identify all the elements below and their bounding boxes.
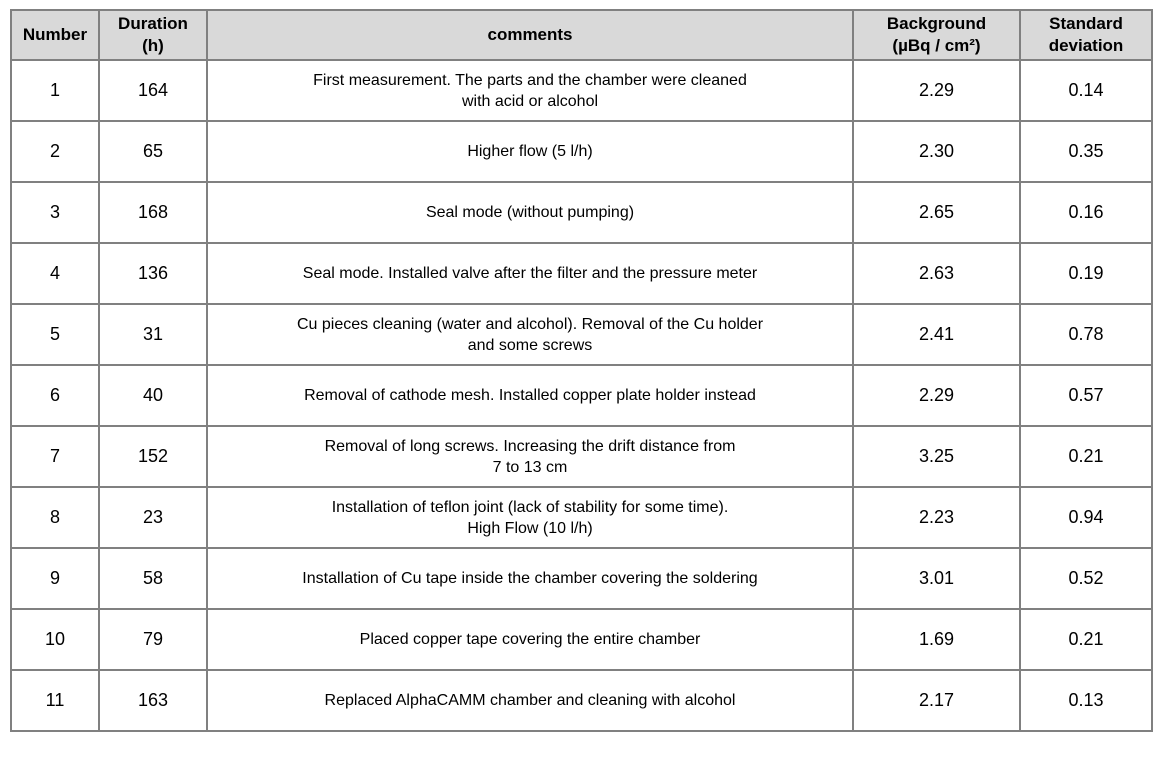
- cell-duration: 23: [98, 486, 208, 549]
- cell-background: 1.69: [852, 608, 1021, 671]
- table-row: 8 23 Installation of teflon joint (lack …: [10, 486, 1153, 549]
- cell-comment: Cu pieces cleaning (water and alcohol). …: [206, 303, 854, 366]
- cell-standard-deviation: 0.19: [1019, 242, 1153, 305]
- table-row: 6 40 Removal of cathode mesh. Installed …: [10, 364, 1153, 427]
- cell-duration: 79: [98, 608, 208, 671]
- cell-comment: Seal mode (without pumping): [206, 181, 854, 244]
- cell-number: 10: [10, 608, 100, 671]
- cell-duration: 164: [98, 59, 208, 122]
- cell-duration: 152: [98, 425, 208, 488]
- cell-standard-deviation: 0.78: [1019, 303, 1153, 366]
- cell-comment: Replaced AlphaCAMM chamber and cleaning …: [206, 669, 854, 732]
- column-header-comments: comments: [206, 9, 854, 61]
- cell-duration: 40: [98, 364, 208, 427]
- cell-number: 4: [10, 242, 100, 305]
- cell-background: 2.30: [852, 120, 1021, 183]
- header-row: Number Duration (h) comments Background …: [10, 9, 1153, 61]
- table-row: 4 136 Seal mode. Installed valve after t…: [10, 242, 1153, 305]
- column-header-duration: Duration (h): [98, 9, 208, 61]
- column-header-background: Background (µBq / cm²): [852, 9, 1021, 61]
- cell-comment: Removal of cathode mesh. Installed coppe…: [206, 364, 854, 427]
- table-row: 9 58 Installation of Cu tape inside the …: [10, 547, 1153, 610]
- cell-background: 2.23: [852, 486, 1021, 549]
- cell-comment: Removal of long screws. Increasing the d…: [206, 425, 854, 488]
- cell-duration: 168: [98, 181, 208, 244]
- table-row: 5 31 Cu pieces cleaning (water and alcoh…: [10, 303, 1153, 366]
- cell-comment: Seal mode. Installed valve after the fil…: [206, 242, 854, 305]
- cell-background: 2.41: [852, 303, 1021, 366]
- cell-duration: 31: [98, 303, 208, 366]
- cell-background: 3.25: [852, 425, 1021, 488]
- cell-background: 2.65: [852, 181, 1021, 244]
- cell-standard-deviation: 0.14: [1019, 59, 1153, 122]
- table-header: Number Duration (h) comments Background …: [10, 9, 1153, 61]
- cell-standard-deviation: 0.35: [1019, 120, 1153, 183]
- cell-standard-deviation: 0.16: [1019, 181, 1153, 244]
- measurements-table: Number Duration (h) comments Background …: [10, 9, 1153, 732]
- cell-comment: Installation of Cu tape inside the chamb…: [206, 547, 854, 610]
- cell-background: 2.17: [852, 669, 1021, 732]
- table-body: 1 164 First measurement. The parts and t…: [10, 59, 1153, 732]
- cell-background: 3.01: [852, 547, 1021, 610]
- cell-comment: First measurement. The parts and the cha…: [206, 59, 854, 122]
- column-header-number: Number: [10, 9, 100, 61]
- cell-standard-deviation: 0.52: [1019, 547, 1153, 610]
- table-row: 2 65 Higher flow (5 l/h) 2.30 0.35: [10, 120, 1153, 183]
- cell-duration: 163: [98, 669, 208, 732]
- cell-number: 7: [10, 425, 100, 488]
- table-row: 1 164 First measurement. The parts and t…: [10, 59, 1153, 122]
- cell-number: 3: [10, 181, 100, 244]
- table-row: 7 152 Removal of long screws. Increasing…: [10, 425, 1153, 488]
- cell-number: 2: [10, 120, 100, 183]
- cell-standard-deviation: 0.57: [1019, 364, 1153, 427]
- cell-standard-deviation: 0.21: [1019, 608, 1153, 671]
- cell-background: 2.29: [852, 364, 1021, 427]
- cell-number: 11: [10, 669, 100, 732]
- cell-number: 6: [10, 364, 100, 427]
- cell-duration: 136: [98, 242, 208, 305]
- cell-standard-deviation: 0.21: [1019, 425, 1153, 488]
- cell-standard-deviation: 0.94: [1019, 486, 1153, 549]
- table-row: 10 79 Placed copper tape covering the en…: [10, 608, 1153, 671]
- cell-background: 2.29: [852, 59, 1021, 122]
- cell-comment: Higher flow (5 l/h): [206, 120, 854, 183]
- column-header-standard-deviation: Standard deviation: [1019, 9, 1153, 61]
- table-row: 11 163 Replaced AlphaCAMM chamber and cl…: [10, 669, 1153, 732]
- cell-number: 9: [10, 547, 100, 610]
- cell-standard-deviation: 0.13: [1019, 669, 1153, 732]
- cell-background: 2.63: [852, 242, 1021, 305]
- cell-comment: Installation of teflon joint (lack of st…: [206, 486, 854, 549]
- cell-duration: 65: [98, 120, 208, 183]
- table-row: 3 168 Seal mode (without pumping) 2.65 0…: [10, 181, 1153, 244]
- cell-number: 5: [10, 303, 100, 366]
- cell-number: 1: [10, 59, 100, 122]
- cell-number: 8: [10, 486, 100, 549]
- cell-comment: Placed copper tape covering the entire c…: [206, 608, 854, 671]
- cell-duration: 58: [98, 547, 208, 610]
